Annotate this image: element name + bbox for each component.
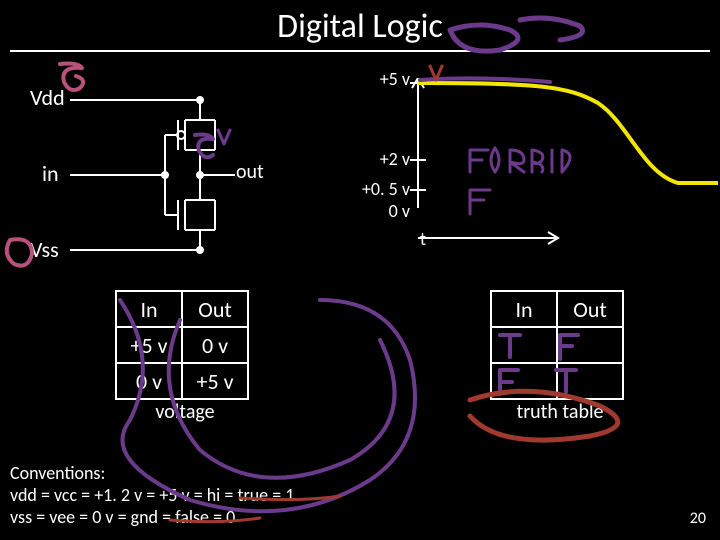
annotation-overlay xyxy=(0,0,720,540)
